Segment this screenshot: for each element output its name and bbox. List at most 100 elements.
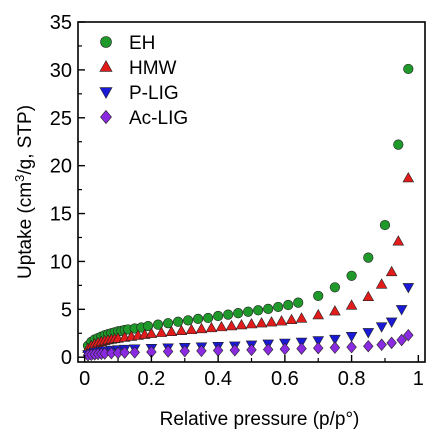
legend: EH HMW P-LIG Ac-LIG — [99, 33, 188, 129]
data-point — [403, 328, 414, 342]
plot-area — [82, 63, 415, 362]
data-point — [225, 319, 238, 331]
x-tick-label: 0.8 — [338, 368, 366, 390]
data-point — [312, 308, 325, 320]
data-point — [385, 265, 398, 277]
data-point — [313, 290, 324, 302]
y-tick-label: 5 — [61, 299, 72, 321]
legend-label: P-LIG — [129, 83, 179, 104]
data-point — [205, 321, 218, 333]
y-tick-label: 25 — [50, 108, 72, 130]
data-point — [385, 317, 398, 328]
data-point — [363, 339, 374, 353]
data-point — [312, 336, 325, 347]
x-tick-label: 0 — [79, 368, 90, 390]
data-point — [253, 305, 264, 316]
data-point — [212, 344, 224, 357]
data-point — [346, 270, 357, 281]
data-point — [196, 344, 207, 358]
data-point — [215, 320, 228, 332]
y-axis-title-superscript: 3 — [12, 175, 27, 182]
series-hmw — [82, 171, 415, 353]
x-axis-title: Relative pressure (p/p°) — [160, 409, 360, 430]
data-point — [175, 324, 188, 336]
data-point — [162, 345, 174, 358]
data-point — [243, 306, 254, 317]
series-p-lig — [82, 283, 415, 361]
data-point — [375, 322, 388, 333]
data-point — [386, 336, 397, 350]
data-point — [255, 317, 268, 328]
legend-label: HMW — [129, 58, 177, 79]
legend-label: EH — [129, 33, 155, 54]
data-point — [402, 283, 415, 294]
data-point — [179, 344, 190, 358]
data-point — [155, 326, 168, 337]
data-point — [142, 320, 154, 332]
data-point — [152, 319, 164, 330]
data-point — [329, 334, 341, 346]
data-point — [296, 342, 307, 355]
data-point — [363, 252, 374, 263]
data-point — [195, 322, 208, 334]
data-point — [345, 299, 358, 310]
data-point — [362, 290, 375, 302]
data-point — [162, 318, 174, 329]
y-tick-label: 0 — [61, 347, 72, 369]
data-point — [392, 235, 405, 246]
data-point — [129, 346, 140, 359]
data-point — [233, 308, 244, 319]
data-point — [203, 312, 214, 324]
data-point — [283, 299, 294, 311]
data-point — [362, 328, 375, 339]
data-point — [193, 313, 204, 325]
data-point — [285, 313, 298, 324]
data-point — [329, 305, 341, 316]
legend-marker — [99, 60, 113, 72]
y-tick-label: 20 — [50, 156, 72, 178]
x-tick-label: 1 — [413, 368, 424, 390]
y-axis-title-part: /g, STP) — [15, 105, 36, 175]
data-point — [273, 301, 284, 313]
data-point — [295, 312, 308, 323]
legend-marker — [99, 87, 113, 99]
data-point — [223, 309, 234, 320]
data-point — [395, 305, 408, 316]
y-tick-label: 10 — [50, 251, 72, 273]
y-axis-title: Uptake (cm3/g, STP) — [12, 105, 36, 279]
data-point — [246, 343, 257, 357]
x-tick-label: 0.2 — [137, 368, 165, 390]
data-point — [329, 341, 341, 354]
data-point — [229, 343, 241, 357]
data-point — [262, 343, 274, 356]
data-point — [376, 338, 387, 351]
data-point — [145, 327, 158, 338]
data-point — [346, 340, 357, 354]
x-tick-label: 0.6 — [271, 368, 299, 390]
series-ac-lig — [82, 328, 414, 362]
data-point — [119, 346, 130, 359]
y-tick-label: 15 — [50, 204, 72, 226]
data-point — [265, 316, 278, 327]
data-point — [245, 318, 258, 329]
data-point — [279, 342, 291, 356]
data-point — [396, 333, 407, 347]
data-point — [402, 171, 415, 183]
data-point — [183, 315, 194, 326]
y-axis-title-part: Uptake (cm — [15, 182, 36, 279]
data-point — [393, 139, 404, 150]
data-point — [165, 325, 178, 336]
data-point — [329, 282, 341, 293]
data-point — [379, 219, 391, 231]
data-point — [213, 310, 224, 322]
data-point — [293, 297, 304, 308]
data-point — [235, 318, 248, 330]
data-point — [263, 303, 274, 314]
data-point — [185, 323, 198, 335]
data-point — [375, 278, 388, 289]
data-point — [313, 341, 324, 355]
data-point — [403, 63, 414, 75]
y-tick-label: 30 — [50, 60, 72, 82]
